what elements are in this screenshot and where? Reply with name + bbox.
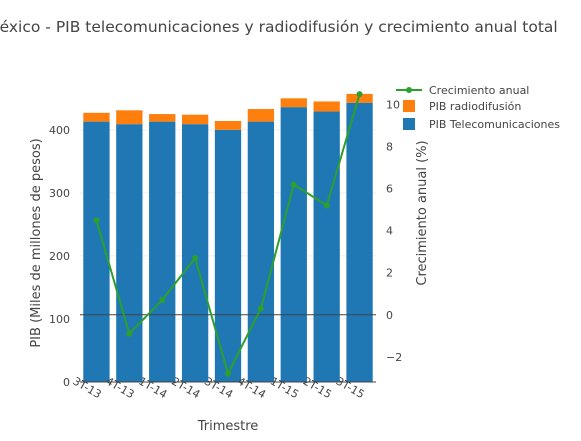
legend-box-swatch — [403, 100, 415, 112]
legend-box-swatch — [403, 118, 415, 130]
legend-label: Crecimiento anual — [429, 84, 529, 97]
legend-marker — [406, 87, 412, 93]
y-tick-label: 0 — [63, 376, 70, 389]
y2-tick-label: 2 — [386, 267, 393, 280]
growth-point — [290, 181, 297, 188]
bar-telecom — [181, 124, 209, 383]
chart-title: México - PIB telecomunicaciones y radiod… — [0, 18, 558, 36]
legend-label: PIB radiodifusión — [429, 100, 521, 113]
growth-point — [159, 297, 166, 304]
bar-radiodifusion — [313, 101, 340, 112]
y-axis-ticks: 0 100 200 300 400 — [49, 124, 70, 389]
y2-tick-label: −2 — [386, 351, 402, 364]
y2-tick-label: 4 — [386, 225, 393, 238]
y-axis-title: PIB (Miles de millones de pesos) — [29, 138, 44, 347]
legend-item[interactable]: PIB radiodifusión — [403, 100, 521, 113]
bar-telecom — [247, 121, 275, 382]
bar-radiodifusion — [214, 121, 242, 130]
x-axis-title: Trimestre — [197, 419, 259, 434]
bar-radiodifusion — [116, 110, 143, 125]
bar-radiodifusion — [83, 112, 110, 122]
growth-point — [323, 202, 330, 209]
y2-tick-label: 6 — [386, 183, 393, 196]
y-tick-label: 200 — [49, 250, 70, 263]
growth-point — [257, 305, 264, 312]
y2-axis-ticks: −2 0 2 4 6 8 10 — [386, 99, 402, 364]
y-tick-label: 400 — [49, 124, 70, 137]
y2-tick-label: 0 — [386, 309, 393, 322]
growth-point — [356, 91, 363, 98]
bars-layer — [80, 93, 376, 383]
legend[interactable]: Crecimiento anual PIB radiodifusión PIB Te… — [396, 84, 560, 131]
y2-axis-title: Crecimiento anual (%) — [415, 140, 430, 285]
growth-line-layer — [93, 91, 363, 377]
legend-item[interactable]: PIB Telecomunicaciones — [403, 118, 560, 131]
growth-point — [93, 217, 100, 224]
y-tick-label: 100 — [49, 313, 70, 326]
bar-telecom — [346, 102, 373, 382]
y2-tick-label: 8 — [386, 141, 393, 154]
legend-label: PIB Telecomunicaciones — [429, 118, 560, 131]
bar-telecom — [149, 121, 176, 382]
bar-radiodifusion — [181, 114, 209, 125]
bar-radiodifusion — [247, 109, 275, 122]
bar-telecom — [280, 107, 307, 382]
y-tick-label: 300 — [49, 187, 70, 200]
bar-radiodifusion — [280, 98, 307, 108]
legend-item[interactable]: Crecimiento anual — [396, 84, 529, 97]
bar-telecom — [313, 111, 340, 382]
growth-point — [225, 370, 231, 377]
bar-telecom — [116, 124, 143, 383]
growth-point — [192, 255, 199, 262]
y2-tick-label: 10 — [386, 99, 400, 112]
growth-point — [126, 330, 133, 337]
bar-radiodifusion — [149, 114, 176, 122]
bar-radiodifusion — [346, 93, 373, 103]
